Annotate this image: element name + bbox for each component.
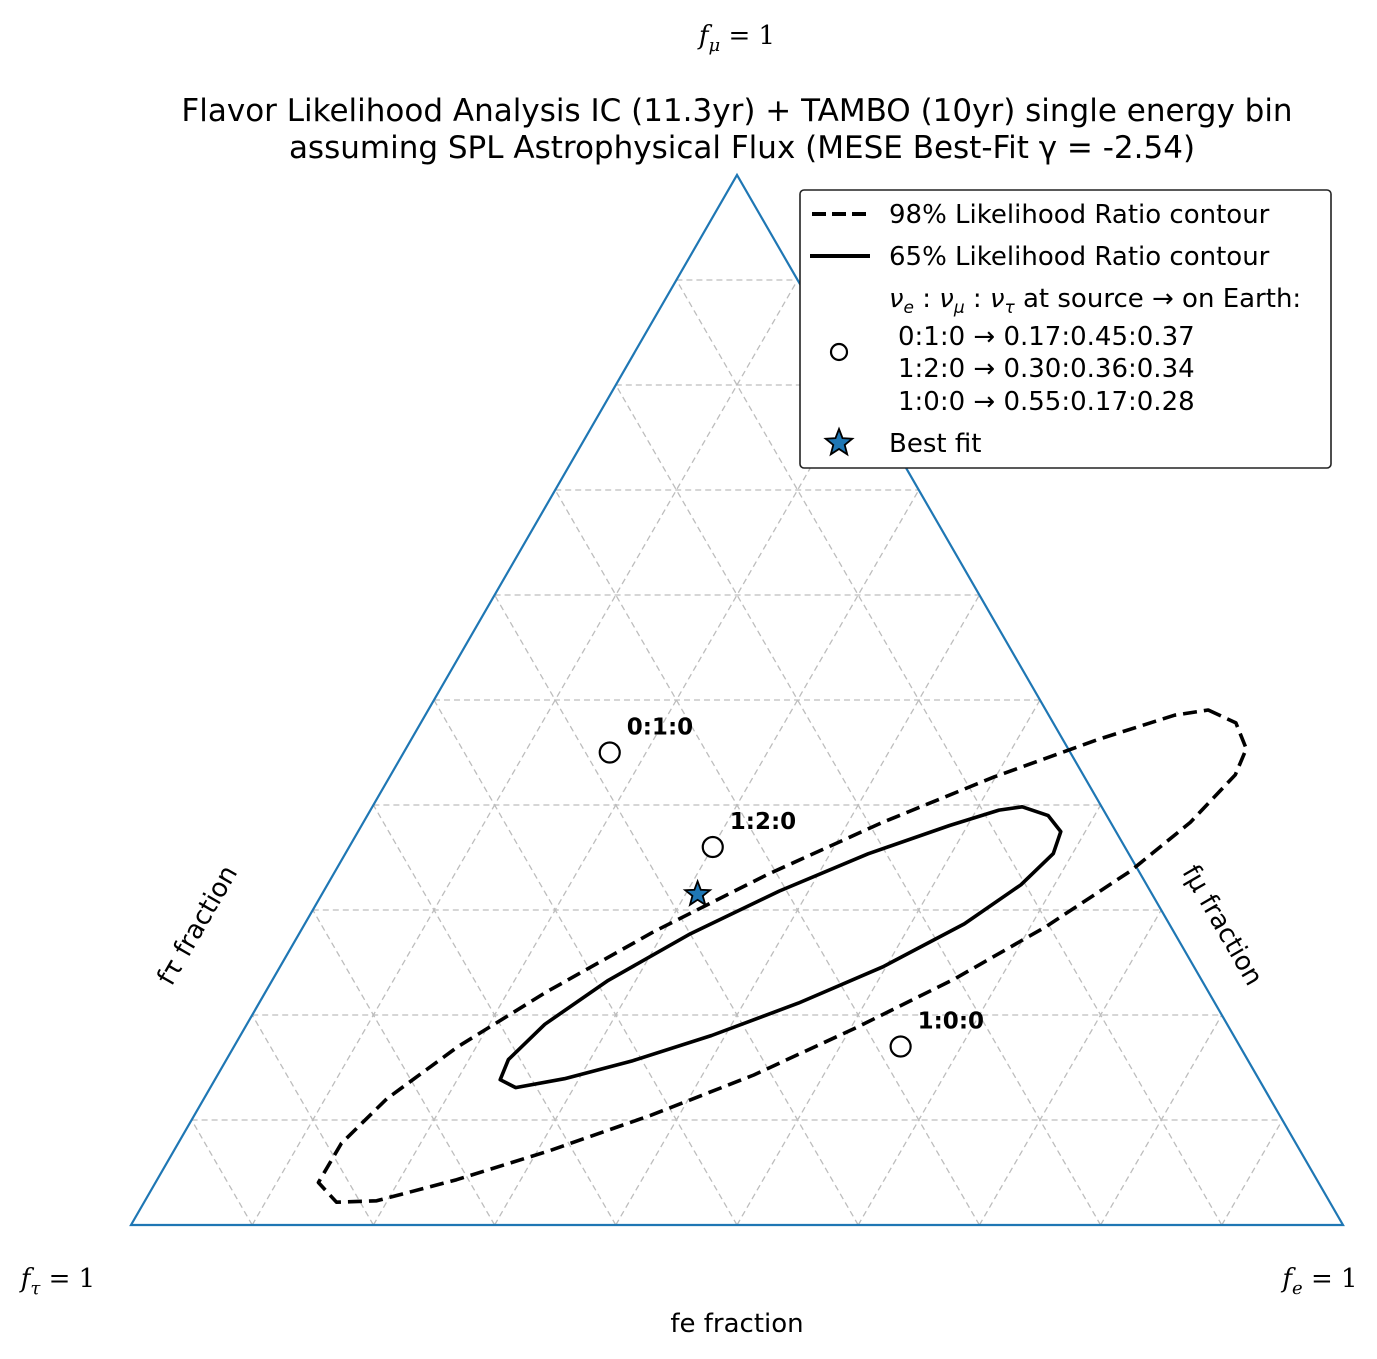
grid-line <box>372 804 617 1226</box>
legend-source-line: 1:2:0 → 0.30:0.36:0.34 <box>898 354 1195 384</box>
grid-line <box>675 279 1223 1226</box>
legend-source-line: 1:0:0 → 0.55:0.17:0.28 <box>898 387 1195 417</box>
contour-98-dashed <box>316 708 1249 1204</box>
grid-line <box>1100 1014 1223 1226</box>
corner-label-top: fμ = 1 <box>697 21 775 56</box>
grid-line <box>312 909 496 1226</box>
legend-solid-label: 65% Likelihood Ratio contour <box>889 242 1270 272</box>
flavor-point-label: 1:2:0 <box>730 809 796 835</box>
contours <box>316 708 1249 1204</box>
flavor-point <box>889 1035 912 1058</box>
grid-line <box>1221 1119 1283 1226</box>
grid-line <box>251 279 799 1226</box>
axis-label-bottom: fe fraction <box>670 1309 803 1339</box>
legend-circle-marker <box>829 342 849 362</box>
contour-65-solid <box>498 805 1063 1090</box>
corner-label-left: fτ = 1 <box>19 1264 95 1299</box>
legend-source-header: νe : νμ : ντ at source → on Earth: <box>889 284 1301 318</box>
legend-box <box>799 189 1332 469</box>
grid-line <box>978 909 1162 1226</box>
legend: 98% Likelihood Ratio contour 65% Likelih… <box>799 189 1332 469</box>
best-fit-group <box>682 878 713 907</box>
flavor-point-label: 0:1:0 <box>627 715 693 741</box>
legend-best-fit-label: Best fit <box>889 429 981 459</box>
flavor-points: 0:1:0 1:2:0 1:0:0 <box>598 715 984 1058</box>
chart-title: Flavor Likelihood Analysis IC (11.3yr) +… <box>181 93 1292 166</box>
chart-title-line-2: assuming SPL Astrophysical Flux (MESE Be… <box>289 130 1195 166</box>
axis-label-right: fμ fraction <box>1176 860 1269 991</box>
grid-line <box>857 804 1102 1226</box>
axis-label-left: fτ fraction <box>152 860 244 990</box>
legend-star-marker <box>823 426 855 457</box>
flavor-point <box>598 741 621 764</box>
ternary-frame <box>129 172 1345 1227</box>
flavor-point <box>701 835 724 859</box>
grid-line <box>554 489 980 1226</box>
best-fit-star <box>682 878 713 907</box>
flavor-point-label: 1:0:0 <box>918 1009 984 1035</box>
legend-source-line: 0:1:0 → 0.17:0.45:0.37 <box>898 322 1195 352</box>
legend-dashed-label: 98% Likelihood Ratio contour <box>889 200 1270 230</box>
corner-labels: fμ = 1 fτ = 1 fe = 1 <box>19 21 1358 1299</box>
chart-title-line-1: Flavor Likelihood Analysis IC (11.3yr) +… <box>181 93 1292 129</box>
grid-line <box>494 489 920 1226</box>
corner-label-right: fe = 1 <box>1280 1264 1357 1299</box>
grid-line <box>433 699 738 1226</box>
grid-line <box>251 1014 374 1226</box>
grid-line <box>191 1119 253 1226</box>
ternary-grid <box>191 279 1283 1226</box>
